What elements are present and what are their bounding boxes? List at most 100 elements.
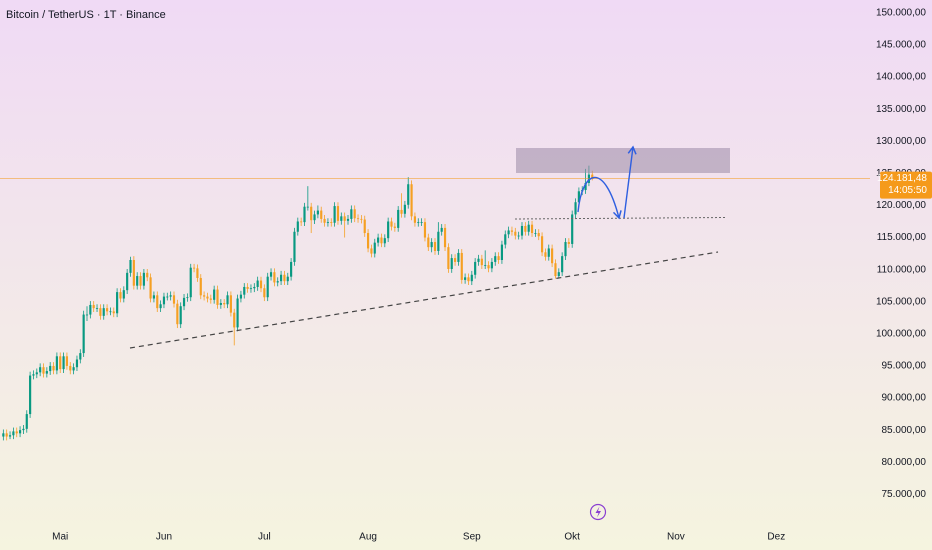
candle-body [62,356,65,370]
candle-body [233,312,236,328]
candle-body [172,295,176,304]
candle-body [373,242,376,254]
candle-body [216,289,219,305]
candle-body [169,295,172,297]
candle-body [477,258,480,262]
candle-body [286,276,289,282]
candle-body [149,277,152,299]
candle-body [494,256,497,262]
candle-body [159,304,162,309]
candle-body [363,219,366,234]
y-tick-label: 105.000,00 [876,296,926,307]
candle-body [273,272,276,283]
candle-body [330,222,333,223]
candle-body [25,414,28,429]
candle-body [136,276,139,286]
candle-body [527,224,530,232]
candle-body [430,242,433,248]
candle-body [18,430,22,434]
candle-body [126,272,129,291]
candle-body [39,367,42,373]
candle-body [52,365,55,371]
candle-body [574,202,577,215]
candle-body [5,433,8,437]
x-tick-label: Dez [767,532,785,543]
candle-body [283,274,286,282]
y-tick-label: 145.000,00 [876,40,926,51]
candle-body [407,184,410,205]
resistance-zone [516,148,730,173]
candle-body [243,286,246,295]
candle-body [333,206,336,223]
candle-body [447,247,450,269]
candle-body [290,261,293,277]
candle-body [132,260,135,286]
candle-body [537,233,540,237]
candle-body [423,222,427,238]
y-tick-label: 150.000,00 [876,7,926,18]
candle-body [310,206,313,221]
candle-body [467,277,470,282]
candle-body [561,256,564,273]
candle-body [353,209,356,219]
candle-body [92,304,95,309]
candle-body [146,272,149,278]
candle-body [2,433,5,437]
projection-arrow [577,176,622,220]
candle-body [72,367,75,371]
candle-body [320,210,323,219]
candle-body [484,265,487,266]
candle-body [413,216,417,223]
candle-body [269,272,273,277]
candle-body [246,286,249,289]
candle-body [577,191,580,203]
candle-body [356,218,360,220]
candle-body [564,242,567,257]
candle-body [32,374,35,376]
candle-body [166,296,169,298]
candle-body [514,231,517,236]
candle-body [203,295,206,297]
candle-body [229,295,232,313]
x-tick-label: Mai [52,532,68,543]
candle-body [443,227,447,248]
candle-body [59,356,62,370]
candle-body [196,268,199,278]
candle-body [279,274,283,282]
candle-body [209,298,212,300]
candle-body [306,206,309,208]
candle-body [213,289,216,300]
candle-body [176,303,179,325]
candle-body [223,303,226,305]
candle-body [591,174,594,179]
x-tick-label: Sep [463,532,481,543]
candle-body [69,365,72,371]
candle-body [433,242,437,252]
projection-arrow [623,145,637,219]
candle-body [55,356,58,371]
candle-body [116,292,119,314]
price-label: 124.181,48 [877,173,927,184]
candle-body [343,216,346,221]
candle-body [520,225,524,236]
candle-body [142,272,145,286]
event-icon[interactable] [589,503,607,521]
candle-body [109,311,112,313]
candle-body [182,297,186,307]
candle-body [410,184,413,217]
candle-body [192,267,196,269]
candle-body [510,230,514,232]
candle-body [517,235,520,237]
x-tick-label: Okt [564,532,580,543]
candle-body [551,248,554,264]
candle-body [313,214,316,221]
candle-body [89,304,92,315]
candle-body [219,303,222,305]
candle-body [105,308,109,312]
candle-body [45,371,48,374]
candle-body [400,209,403,214]
candle-body [460,252,463,280]
candle-body [95,308,99,309]
candle-body [547,248,550,257]
